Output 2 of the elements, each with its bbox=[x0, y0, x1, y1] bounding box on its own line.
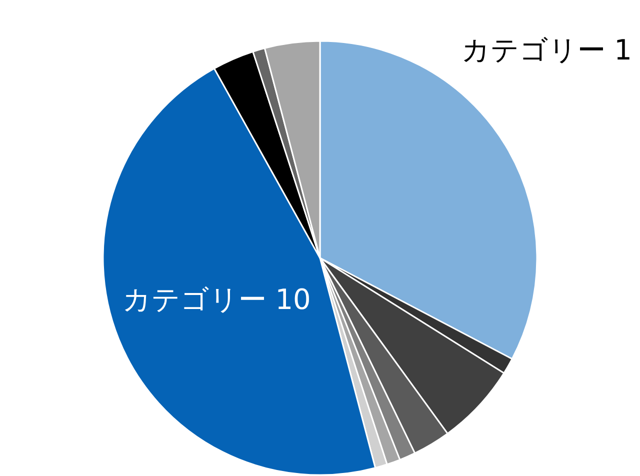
slice-label: カテゴリー 10 bbox=[122, 283, 311, 316]
slice-label: カテゴリー 1 bbox=[461, 34, 632, 66]
